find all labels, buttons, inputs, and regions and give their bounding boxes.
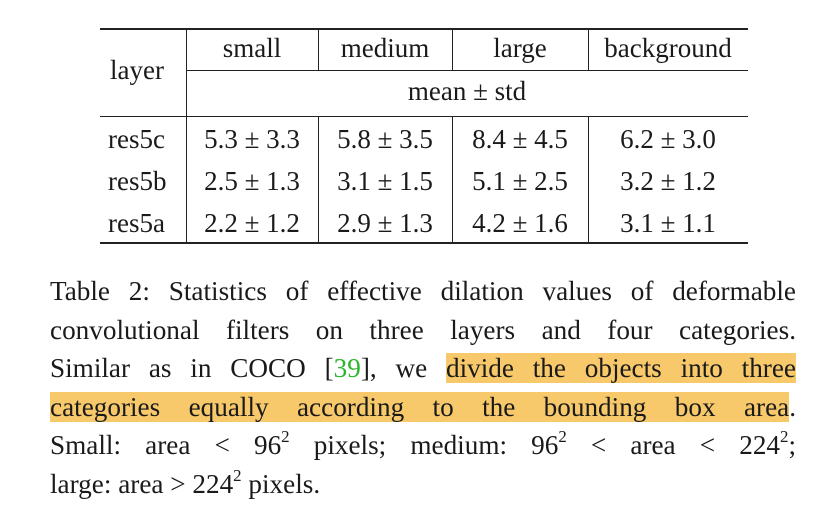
col-divider-small-head (318, 28, 320, 70)
header-separator-rule (186, 70, 748, 72)
table-cell: 8.4 ± 4.5 (472, 124, 568, 154)
row-label-res5b: res5b (108, 166, 167, 196)
table-cell: 4.2 ± 1.6 (472, 208, 568, 238)
table-cell: 6.2 ± 3.0 (620, 124, 716, 154)
col-divider-large-body (588, 117, 590, 243)
row-header-label: layer (110, 55, 164, 85)
caption-line: convolutional filters on three layers an… (50, 314, 796, 345)
caption-line: categories equally according to the boun… (50, 391, 796, 422)
col-divider-medium-body (452, 117, 454, 243)
caption-line: Table 2: Statistics of effective dilatio… (50, 276, 796, 306)
table-cell: 5.1 ± 2.5 (472, 166, 568, 196)
table-mid-rule (100, 116, 748, 118)
caption-line: Small: area < 962 pixels; medium: 962 < … (50, 427, 797, 460)
caption-line: large: area > 2242 pixels. (50, 465, 321, 499)
col-header-large: large (493, 33, 547, 63)
col-header-medium: medium (340, 33, 430, 63)
row-label-res5c: res5c (108, 124, 165, 154)
table-cell: 5.8 ± 3.5 (337, 124, 433, 154)
col-divider-layer (186, 28, 188, 116)
citation-link[interactable]: 39 (333, 353, 361, 383)
statistics-table: layer small medium large background mean… (100, 28, 748, 244)
table-cell: 2.9 ± 1.3 (337, 208, 433, 238)
col-divider-layer-body (186, 117, 188, 243)
table-cell: 2.2 ± 1.2 (204, 208, 300, 238)
caption-line: Similar as in COCO [39], we divide the o… (50, 353, 796, 383)
table-caption: Table 2: Statistics of effective dilatio… (50, 272, 796, 503)
col-divider-medium-head (452, 28, 454, 70)
row-label-res5a: res5a (108, 208, 165, 238)
table-top-rule (100, 28, 748, 30)
col-divider-large-head (588, 28, 590, 70)
table-bottom-rule (100, 242, 748, 244)
table-cell: 3.1 ± 1.5 (337, 166, 433, 196)
table-cell: 2.5 ± 1.3 (204, 166, 300, 196)
highlighted-text: categories equally according to the boun… (50, 391, 790, 422)
table-cell: 3.2 ± 1.2 (620, 166, 716, 196)
highlighted-text: divide the objects into three (445, 353, 796, 383)
col-header-small: small (222, 33, 282, 63)
table-cell: 5.3 ± 3.3 (204, 124, 300, 154)
table-cell: 3.1 ± 1.1 (620, 208, 716, 238)
col-header-background: background (604, 33, 732, 63)
col-divider-small-body (318, 117, 320, 243)
subheader-mean-std: mean ± std (407, 76, 527, 106)
